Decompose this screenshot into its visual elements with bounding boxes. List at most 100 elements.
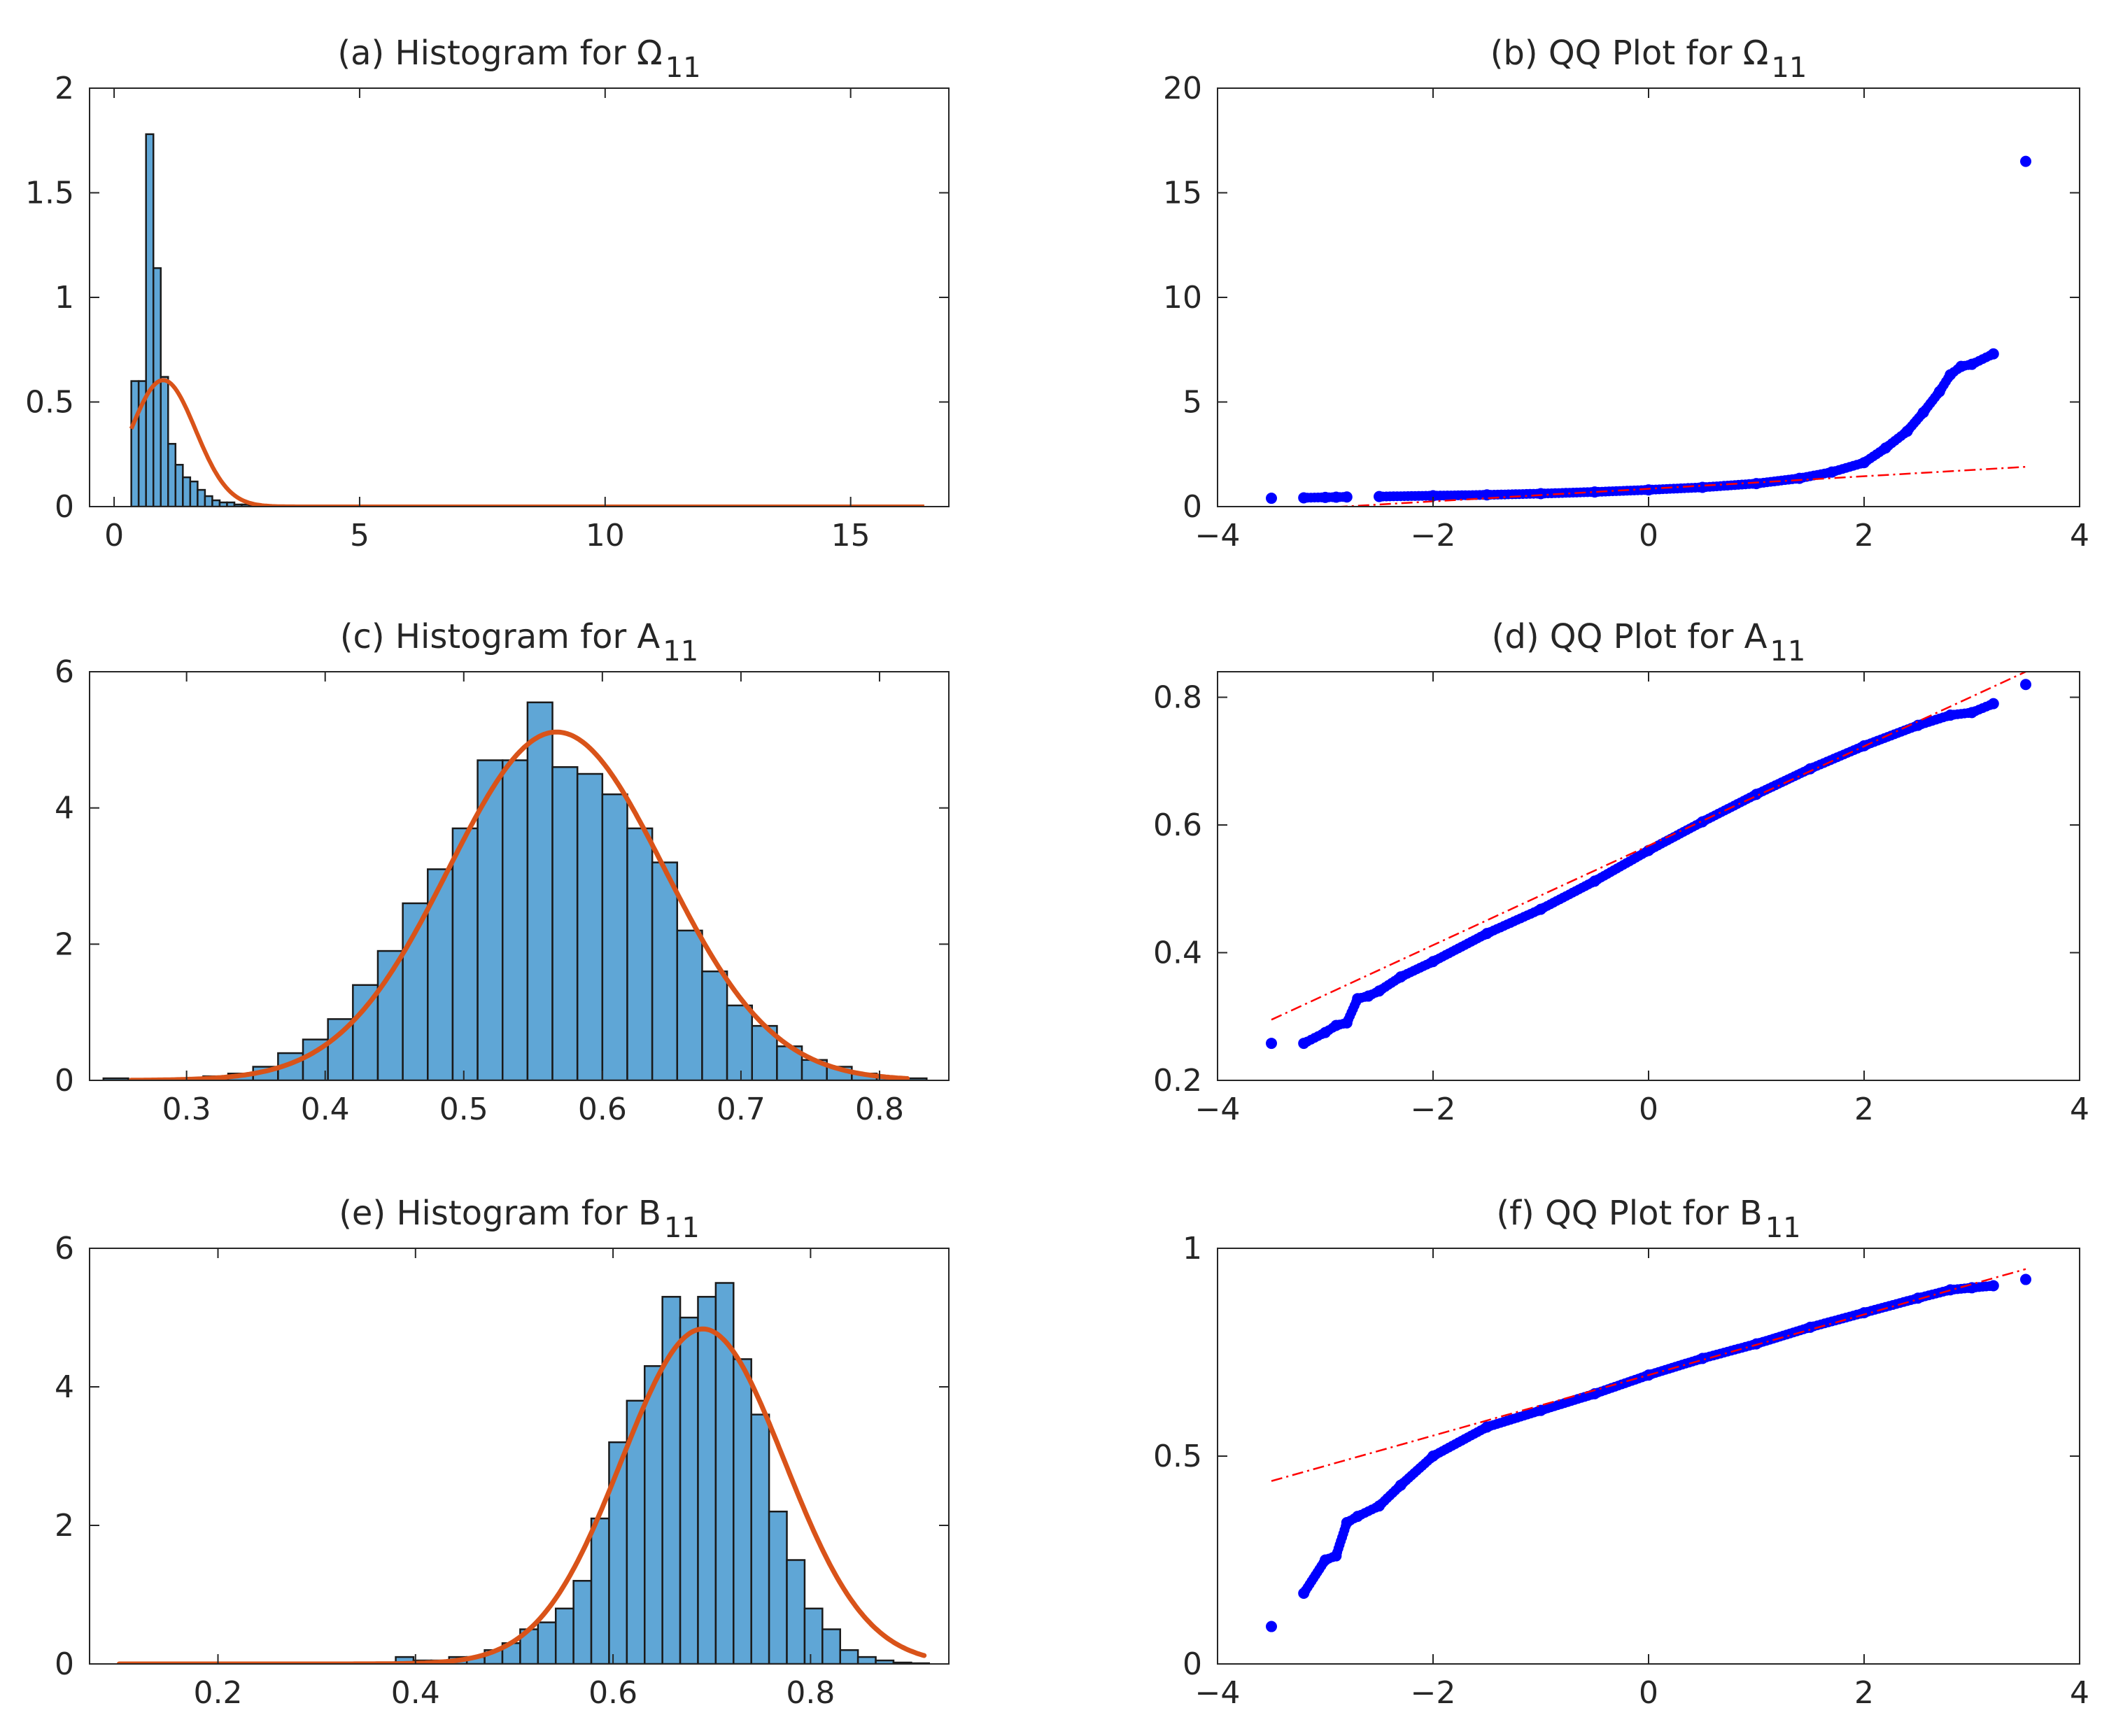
- histogram-bar: [197, 488, 206, 507]
- panel-title-text: (f) QQ Plot for B: [1496, 1194, 1762, 1233]
- histogram-bar: [701, 971, 728, 1080]
- qq-point: [1266, 1038, 1277, 1050]
- y-tick-label: 5: [1183, 385, 1202, 421]
- plot-area-a: [129, 133, 925, 507]
- plot-area-b: [1266, 155, 2031, 507]
- histogram-bar: [726, 1004, 753, 1080]
- axes-box-e: [89, 1248, 950, 1665]
- histogram-bar: [821, 1628, 841, 1664]
- histogram-bar: [537, 1621, 557, 1664]
- axes-box-f: [1217, 1248, 2080, 1665]
- y-tick-label: 2: [55, 1508, 74, 1544]
- qq-point: [1316, 1029, 1327, 1040]
- y-tick-label: 4: [55, 1369, 74, 1405]
- histogram-bar: [526, 701, 553, 1080]
- x-tick-label: 0.6: [588, 1675, 637, 1711]
- reference-line: [1271, 672, 2026, 1021]
- x-tick-label: 0: [1639, 1675, 1658, 1711]
- histogram-bar: [554, 1607, 574, 1664]
- histogram-bar: [477, 759, 504, 1080]
- x-tick-label: 4: [2070, 518, 2089, 553]
- y-tick-label: 4: [55, 791, 74, 826]
- x-tick-label: 10: [586, 518, 625, 553]
- histogram-bar: [576, 772, 604, 1080]
- plot-area-d: [1266, 672, 2031, 1050]
- x-tick-label: 0.8: [855, 1092, 904, 1127]
- normal-fit-curve: [116, 1326, 927, 1664]
- histogram-bar: [786, 1559, 806, 1664]
- qq-point: [1747, 479, 1758, 489]
- x-tick-label: 0.8: [786, 1675, 835, 1711]
- qq-point: [1943, 373, 1954, 383]
- qq-point: [1639, 485, 1650, 495]
- qq-point: [1338, 492, 1348, 502]
- histogram-bar: [733, 1358, 752, 1664]
- panel-title-b: (b) QQ Plot for Ω 11: [1490, 34, 1807, 84]
- x-tick-label: 2: [1854, 1675, 1874, 1711]
- histogram-bar: [750, 1413, 770, 1664]
- qq-point: [1327, 492, 1338, 502]
- y-tick-label: 1: [1183, 1231, 1202, 1266]
- y-tick-label: 0.5: [1153, 1439, 1202, 1474]
- x-tick-label: 0.5: [439, 1092, 488, 1127]
- x-tick-label: −4: [1195, 1092, 1241, 1127]
- x-tick-label: 0: [104, 518, 124, 553]
- qq-point: [2020, 155, 2031, 167]
- y-tick-label: 0.2: [1153, 1063, 1202, 1099]
- reference-line: [1271, 1268, 2026, 1482]
- qq-point: [2020, 1273, 2031, 1285]
- y-tick-label: 20: [1163, 71, 1202, 106]
- y-tick-label: 1: [55, 280, 74, 316]
- x-tick-label: −2: [1411, 518, 1456, 553]
- x-tick-label: 0: [1639, 518, 1658, 553]
- histogram-bar: [676, 929, 703, 1080]
- y-tick-label: 6: [55, 654, 74, 690]
- panel-title-a: (a) Histogram for Ω 11: [337, 34, 700, 84]
- histogram-bar: [160, 376, 169, 507]
- panel-a: 0 5 10 15 0 0.5 1 1.5 2 (a) Histogram for Ω 11: [25, 34, 950, 553]
- histogram-bar: [551, 766, 579, 1080]
- qq-point: [1693, 482, 1704, 493]
- histogram-bar: [327, 1018, 354, 1080]
- y-tick-label: 2: [55, 71, 74, 106]
- panel-title-text: (d) QQ Plot for A: [1492, 617, 1768, 656]
- y-tick-label: 0.5: [25, 385, 74, 421]
- qq-point: [1266, 1621, 1277, 1632]
- histogram-bar: [679, 1316, 699, 1664]
- histogram-bar: [644, 1365, 663, 1664]
- x-tick-label: 5: [350, 518, 369, 553]
- qq-point: [1984, 1281, 1995, 1291]
- y-tick-label: 15: [1163, 176, 1202, 211]
- histogram-bar: [145, 133, 155, 507]
- panel-c: 0.3 0.4 0.5 0.6 0.7 0.8 0 2 4 6 (c) Histogram for …: [55, 617, 950, 1127]
- axes-box-a: [89, 87, 950, 507]
- panel-d: −4 −2 0 2 4 0.2 0.4 0.6 0.8 (d) QQ Plot for A 11: [1153, 617, 2089, 1127]
- y-tick-label: 6: [55, 1231, 74, 1266]
- axes-box-c: [89, 671, 950, 1081]
- qq-point: [1316, 492, 1327, 502]
- plot-area-c: [102, 701, 928, 1080]
- x-tick-label: 4: [2070, 1675, 2089, 1711]
- y-tick-label: 0.6: [1153, 807, 1202, 843]
- panel-title-text: (e) Histogram for B: [339, 1194, 661, 1233]
- panel-title-subscript: 11: [663, 635, 698, 668]
- x-tick-label: 2: [1854, 1092, 1874, 1127]
- panel-title-subscript: 11: [1765, 1212, 1801, 1244]
- x-tick-label: −4: [1195, 1675, 1241, 1711]
- panel-title-subscript: 11: [1771, 52, 1807, 84]
- y-tick-label: 0: [1183, 489, 1202, 525]
- reference-line: [1328, 465, 2026, 507]
- histogram-bar: [590, 1517, 610, 1664]
- histogram-bar: [130, 380, 140, 507]
- x-tick-label: 0.4: [301, 1092, 350, 1127]
- x-tick-label: 4: [2070, 1092, 2089, 1127]
- histogram-bar: [803, 1607, 824, 1664]
- panel-title-c: (c) Histogram for A 11: [340, 617, 698, 668]
- x-tick-label: 0: [1639, 1092, 1658, 1127]
- x-tick-label: 0.3: [162, 1092, 211, 1127]
- plot-area-e: [116, 1282, 931, 1664]
- x-tick-label: −4: [1195, 518, 1241, 553]
- y-tick-label: 0.4: [1153, 936, 1202, 971]
- histogram-bar: [626, 827, 654, 1080]
